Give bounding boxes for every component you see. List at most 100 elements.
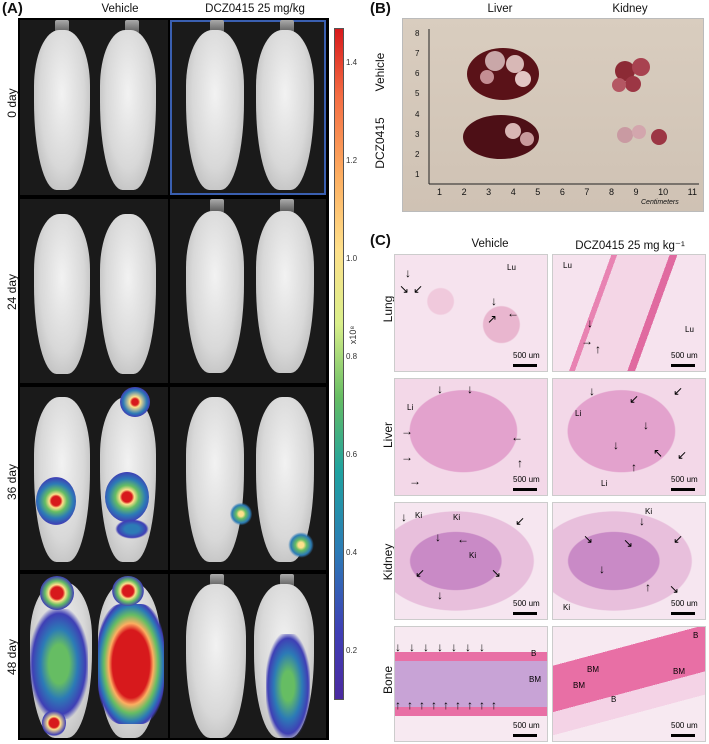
scale-bar: 500 um [513, 721, 543, 737]
ruler-unit: Centimeters [641, 199, 679, 206]
arrow-marker: ↑↑↑↑↑↑↑↑↑ [395, 698, 503, 712]
tissue-tag: Ki [645, 507, 653, 516]
scale-bar: 500 um [513, 475, 543, 491]
arrow-marker: ↓ [589, 384, 595, 398]
row-label-bone: Bone [381, 665, 395, 695]
tumor-signal [42, 709, 66, 737]
arrow-marker: ↓ [435, 530, 441, 544]
tissue-tag: B [531, 649, 537, 658]
arrow-marker: ↘ [669, 582, 680, 596]
colorbar-tick: 0.2 [346, 646, 358, 655]
arrow-marker: ↓ [401, 510, 407, 524]
mouse [34, 214, 90, 374]
tumor-signal [230, 502, 252, 526]
scale-bar: 500 um [671, 721, 701, 737]
image-treated-0day [170, 20, 326, 195]
arrow-marker: ↘ [491, 566, 502, 580]
tissue-tag: Lu [563, 261, 572, 270]
mouse [34, 30, 90, 190]
histology-kidney-vehicle: Ki Ki Ki ↓ ↓ ← ↙ ↙ ↘ ↓ 500 um [394, 502, 548, 620]
arrow-marker: ↓ [613, 438, 619, 452]
tissue-tag: Ki [563, 603, 571, 612]
image-treated-24day [170, 199, 326, 383]
image-vehicle-24day [20, 199, 168, 383]
arrow-marker: → [409, 474, 421, 488]
row-label-kidney: Kidney [381, 543, 395, 581]
row-label-lung: Lung [381, 295, 395, 323]
arrow-marker: ↑ [645, 580, 651, 594]
panel-c-col2-title: DCZ0415 25 mg kg⁻¹ [575, 240, 685, 252]
arrow-marker: ↘ [623, 536, 634, 550]
tissue-tag: B [611, 695, 617, 704]
row-label-0day: 0 day [5, 88, 19, 118]
arrow-marker: ↑ [517, 456, 523, 470]
colorbar-tick: 1.4 [346, 58, 358, 67]
tumor-signal [288, 532, 314, 558]
tissue-tag: Li [601, 479, 608, 488]
arrow-marker: ↓ [437, 588, 443, 602]
tumor-signal [30, 609, 88, 719]
arrow-marker: ↓↓↓↓↓↓↓ [395, 640, 493, 654]
tumor-signal [112, 576, 144, 606]
radiance-colorbar [334, 28, 344, 700]
panel-a-col2-title: DCZ0415 25 mg/kg [205, 3, 305, 15]
arrow-marker: ↓ [405, 266, 411, 280]
arrow-marker: ↘ [583, 532, 594, 546]
tissue-tag: Lu [685, 325, 694, 334]
tissue-tag: Ki [469, 551, 477, 560]
arrow-marker: ← [507, 306, 519, 320]
panel-a-col1-title: Vehicle [101, 3, 139, 15]
scale-bar: 500 um [513, 599, 543, 615]
image-vehicle-48day [20, 574, 168, 738]
scale-bar: 500 um [671, 599, 701, 615]
colorbar-unit: x10⁸ [348, 325, 359, 345]
arrow-marker: ↙ [415, 566, 426, 580]
organ-photo: 1 2 3 4 5 6 7 8 9 10 11 Centimeters 8 7 … [402, 18, 704, 212]
arrow-marker: ↓ [491, 294, 497, 308]
tissue-tag: Lu [507, 263, 516, 272]
arrow-marker: ↙ [515, 514, 526, 528]
scale-bar: 500 um [513, 351, 543, 367]
arrow-marker: ↑ [631, 460, 637, 474]
histology-lung-vehicle: Lu ↓ ↘ ↙ ↓ ← ↗ 500 um [394, 254, 548, 372]
panel-b-col2-title: Kidney [612, 3, 648, 15]
arrow-marker: ↓ [467, 382, 473, 396]
panel-b-row2: DCZ0415 [373, 117, 387, 169]
colorbar-tick: 0.8 [346, 352, 358, 361]
histology-lung-treated: Lu Lu ↓ → ↑ 500 um [552, 254, 706, 372]
arrow-marker: ↙ [673, 532, 684, 546]
arrow-marker: ↘ [399, 282, 410, 296]
tumor-signal [36, 477, 76, 525]
tumor-signal [40, 576, 74, 610]
ruler-vertical: 8 7 6 5 4 3 2 1 [415, 29, 420, 179]
arrow-marker: ↓ [587, 316, 593, 330]
panel-c-col1-title: Vehicle [471, 238, 509, 250]
histology-liver-vehicle: Li ↓ ↓ → → ← ↑ → 500 um [394, 378, 548, 496]
image-treated-48day [170, 574, 326, 738]
tissue-tag: Li [407, 403, 414, 412]
arrow-marker: ↓ [599, 562, 605, 576]
colorbar-tick: 0.4 [346, 548, 358, 557]
colorbar-tick: 1.2 [346, 156, 358, 165]
mouse [186, 397, 244, 562]
arrow-marker: ↓ [639, 514, 645, 528]
panel-c-label: (C) [370, 232, 391, 249]
arrow-marker: ← [511, 430, 523, 444]
mouse [100, 30, 156, 190]
mouse [186, 30, 244, 190]
bioluminescence-grid [18, 18, 329, 740]
row-label-liver: Liver [381, 422, 395, 449]
row-label-36day: 36 day [5, 463, 19, 501]
panel-a-label: (A) [2, 0, 23, 17]
arrow-marker: ↖ [653, 446, 664, 460]
mouse [256, 211, 314, 373]
panel-b-col1-title: Liver [487, 3, 513, 15]
tissue-tag: B [693, 631, 699, 640]
image-treated-36day [170, 387, 326, 570]
image-vehicle-36day [20, 387, 168, 570]
mouse [186, 211, 244, 373]
tumor-signal [266, 634, 310, 738]
mouse [256, 30, 314, 190]
tumor-signal [115, 519, 149, 539]
tumor-signal [98, 604, 164, 724]
